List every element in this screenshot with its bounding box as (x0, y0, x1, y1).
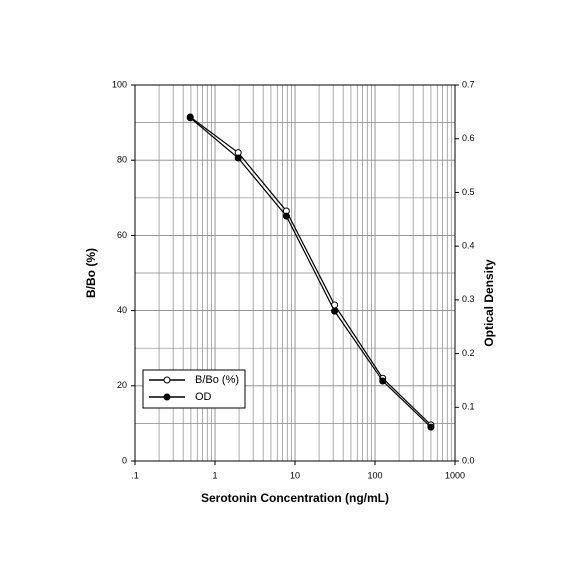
data-point (331, 307, 339, 315)
x-tick-label: 10 (290, 470, 300, 480)
y2-axis-label: Optical Density (482, 259, 496, 347)
x-tick-label: 100 (367, 470, 382, 480)
legend-label: OD (195, 391, 212, 403)
x-axis-label: Serotonin Concentration (ng/mL) (201, 491, 389, 505)
y2-tick-label: 0.2 (462, 348, 475, 358)
data-point (379, 377, 387, 385)
data-point (427, 423, 435, 431)
legend-label: B/Bo (%) (195, 374, 239, 386)
legend-marker (163, 376, 171, 384)
x-tick-label: .1 (131, 470, 139, 480)
y2-tick-label: 0.1 (462, 402, 475, 412)
x-tick-label: 1000 (445, 470, 465, 480)
series-line (189, 117, 432, 428)
y-tick-label: 40 (117, 305, 127, 315)
x-tick-label: 1 (212, 470, 217, 480)
y-tick-label: 100 (112, 79, 127, 89)
y2-tick-label: 0.6 (462, 133, 475, 143)
y2-tick-label: 0.4 (462, 241, 475, 251)
legend-marker (163, 393, 171, 401)
data-point (234, 154, 242, 162)
data-point (186, 114, 194, 122)
series-line (189, 116, 432, 426)
legend-box (142, 369, 246, 409)
plot-frame (134, 84, 456, 462)
y2-tick-label: 0.0 (462, 455, 475, 465)
y2-tick-label: 0.5 (462, 187, 475, 197)
data-point (282, 212, 290, 220)
y-tick-label: 20 (117, 380, 127, 390)
y-axis-label: B/Bo (%) (84, 248, 98, 298)
y-tick-label: 0 (122, 455, 127, 465)
y2-tick-label: 0.7 (462, 79, 475, 89)
y2-tick-label: 0.3 (462, 294, 475, 304)
y-tick-label: 80 (117, 155, 127, 165)
y-tick-label: 60 (117, 230, 127, 240)
